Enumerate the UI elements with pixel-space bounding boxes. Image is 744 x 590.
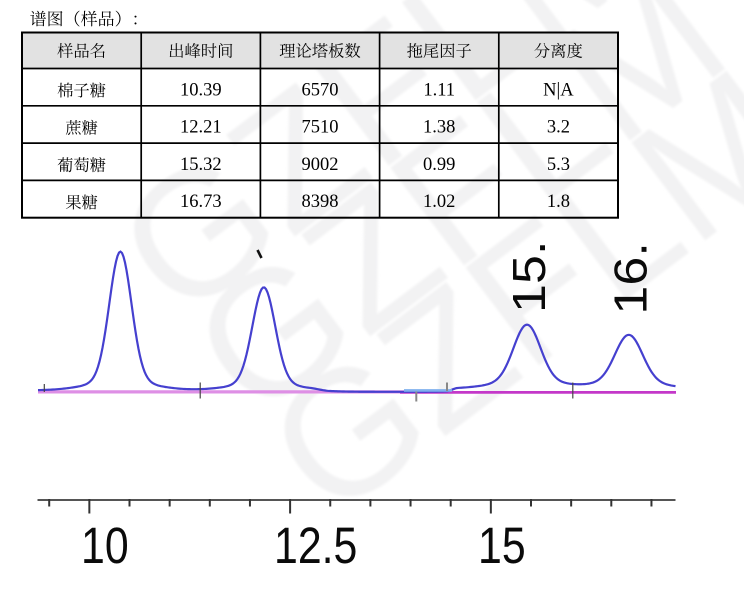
svg-text:6570: 6570 xyxy=(302,80,339,100)
svg-text:15.: 15. xyxy=(505,241,556,313)
svg-text:12.21: 12.21 xyxy=(180,118,222,138)
svg-text:7510: 7510 xyxy=(302,118,339,138)
svg-text:12.5: 12.5 xyxy=(274,516,357,573)
svg-text:10: 10 xyxy=(81,516,129,573)
svg-text:3.2: 3.2 xyxy=(547,118,570,138)
svg-text:15: 15 xyxy=(478,516,526,573)
svg-text:1.8: 1.8 xyxy=(547,192,570,212)
svg-text:10.39: 10.39 xyxy=(180,80,222,100)
svg-text:1.02: 1.02 xyxy=(423,192,455,212)
svg-text:1.11: 1.11 xyxy=(423,80,455,100)
svg-text:16.: 16. xyxy=(606,242,657,314)
svg-text:1.38: 1.38 xyxy=(423,118,455,138)
svg-text:9002: 9002 xyxy=(302,155,339,175)
svg-text:16.73: 16.73 xyxy=(180,192,222,212)
svg-text:15.32: 15.32 xyxy=(180,155,222,175)
svg-text:5.3: 5.3 xyxy=(547,155,570,175)
svg-text:8398: 8398 xyxy=(302,192,339,212)
svg-text:0.99: 0.99 xyxy=(423,155,455,175)
svg-text:N|A: N|A xyxy=(543,80,574,100)
